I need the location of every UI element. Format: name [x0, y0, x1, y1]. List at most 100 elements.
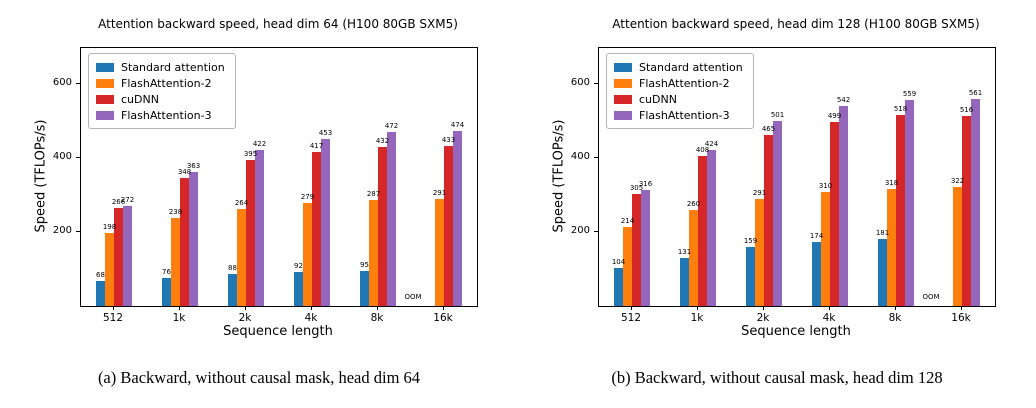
bar-value-label: 561	[968, 89, 983, 98]
bar	[321, 139, 330, 306]
bar	[171, 218, 180, 306]
x-tick-label: 1k	[172, 312, 186, 324]
bar-value-label: 266	[111, 197, 126, 206]
bar	[632, 193, 641, 306]
y-tick-label: 400	[570, 151, 590, 163]
bar	[444, 146, 453, 306]
legend-item: cuDNN	[614, 91, 743, 107]
x-tick-label: 4k	[822, 312, 836, 324]
bar	[435, 198, 444, 306]
y-tick-label: 400	[52, 151, 72, 163]
x-tick-mark	[762, 306, 764, 310]
x-tick-mark	[310, 306, 312, 310]
x-tick-label: 8k	[370, 312, 384, 324]
bar	[614, 267, 623, 306]
bar-value-label: 131	[677, 247, 692, 256]
bar-value-label: 287	[366, 190, 381, 199]
bar	[896, 115, 905, 306]
x-tick-label: 8k	[888, 312, 902, 324]
bar	[707, 149, 716, 306]
bar	[387, 132, 396, 306]
legend: Standard attention FlashAttention-2 cuDNN F…	[88, 53, 236, 129]
bar-value-label: 422	[252, 140, 267, 149]
legend-label: Standard attention	[121, 60, 225, 74]
bar	[255, 150, 264, 306]
bar	[237, 208, 246, 306]
bar-value-label: 310	[818, 181, 833, 190]
plot-area: Standard attention FlashAttention-2 cuDNN F…	[598, 47, 996, 307]
bar-value-label: 291	[752, 188, 767, 197]
legend-item: FlashAttention-2	[96, 75, 225, 91]
x-tick-label: 4k	[304, 312, 318, 324]
y-tick-label: 600	[52, 77, 72, 89]
legend-swatch-icon	[614, 94, 632, 104]
legend-swatch-icon	[614, 62, 632, 72]
bar	[689, 210, 698, 306]
bar-value-label: 181	[875, 229, 890, 238]
x-tick-label: 16k	[951, 312, 971, 324]
x-tick-mark	[178, 306, 180, 310]
x-tick-mark	[376, 306, 378, 310]
bar-value-label: 499	[827, 112, 842, 121]
x-tick-label: 16k	[433, 312, 453, 324]
legend-label: FlashAttention-2	[121, 76, 212, 90]
bar-value-label: 453	[318, 129, 333, 138]
y-tick-mark	[594, 157, 598, 159]
bar-value-label: 174	[809, 231, 824, 240]
bar-value-label: 395	[243, 150, 258, 159]
y-axis-label: Speed (TFLOPs/s)	[551, 119, 567, 233]
legend-swatch-icon	[96, 110, 114, 120]
bar	[887, 188, 896, 306]
bar	[905, 99, 914, 306]
bar-value-label: 408	[695, 145, 710, 154]
bar-value-label: 291	[432, 188, 447, 197]
bar-value-label: 95	[360, 261, 369, 269]
chart-title: Attention backward speed, head dim 64 (H…	[98, 17, 458, 31]
bar	[839, 106, 848, 306]
bar	[680, 257, 689, 306]
y-tick-label: 200	[570, 224, 590, 236]
bar	[114, 207, 123, 306]
x-tick-label: 1k	[690, 312, 704, 324]
x-tick-mark	[112, 306, 114, 310]
bar-value-label: 272	[120, 195, 135, 204]
bar	[360, 271, 369, 306]
x-axis-label: Sequence length	[741, 324, 851, 339]
legend-item: FlashAttention-3	[96, 107, 225, 123]
bar-value-label: 433	[441, 136, 456, 145]
bar	[189, 172, 198, 306]
bar-value-label: 305	[629, 183, 644, 192]
bar-value-label: 424	[704, 139, 719, 148]
legend-item: cuDNN	[96, 91, 225, 107]
plot-area: Standard attention FlashAttention-2 cuDNN F…	[80, 47, 478, 307]
bar	[180, 177, 189, 306]
bar-value-label: 264	[234, 198, 249, 207]
bar-value-label: 104	[611, 257, 626, 266]
bar	[878, 239, 887, 306]
x-tick-label: 2k	[238, 312, 252, 324]
y-tick-label: 200	[52, 224, 72, 236]
bar-value-label: 516	[959, 105, 974, 114]
bar	[294, 272, 303, 306]
bar-value-label: 417	[309, 142, 324, 151]
bar	[369, 200, 378, 306]
x-tick-label: 2k	[756, 312, 770, 324]
legend-item: Standard attention	[614, 59, 743, 75]
bar	[830, 122, 839, 306]
y-tick-label: 600	[570, 77, 590, 89]
x-axis-label: Sequence length	[223, 324, 333, 339]
legend-label: FlashAttention-3	[639, 108, 730, 122]
bar	[246, 160, 255, 306]
bar	[623, 227, 632, 306]
legend-item: Standard attention	[96, 59, 225, 75]
bar-value-label: 474	[450, 121, 465, 130]
oom-label: OOM	[922, 293, 940, 301]
legend-item: FlashAttention-3	[614, 107, 743, 123]
x-tick-label: 512	[620, 312, 642, 324]
y-tick-mark	[76, 230, 80, 232]
legend-swatch-icon	[614, 78, 632, 88]
bar-value-label: 501	[770, 111, 785, 120]
x-tick-mark	[244, 306, 246, 310]
bar	[764, 134, 773, 306]
legend-label: FlashAttention-2	[639, 76, 730, 90]
